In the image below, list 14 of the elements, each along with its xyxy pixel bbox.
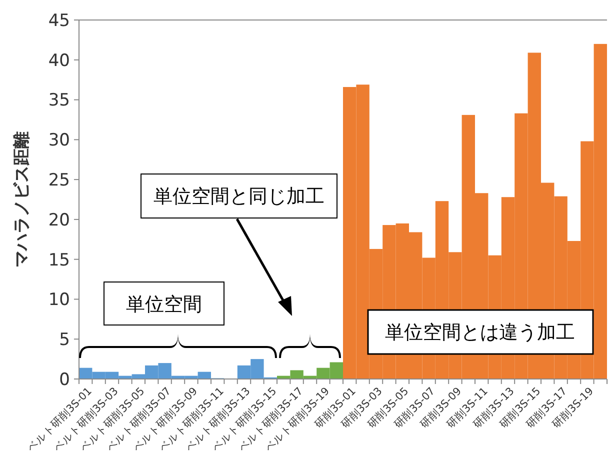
y-tick-label: 15	[48, 250, 70, 270]
y-tick-label: 10	[48, 290, 70, 310]
y-tick-label: 30	[48, 130, 70, 151]
y-tick-label: 0	[59, 370, 70, 390]
annotation: 単位空間	[126, 294, 202, 316]
y-axis-title: マハラノビス距離	[12, 132, 32, 268]
annotation: 単位空間と同じ加工	[154, 186, 324, 208]
y-tick-label: 5	[59, 330, 70, 350]
y-tick-label: 35	[48, 90, 70, 111]
y-tick-label: 40	[48, 50, 70, 71]
y-tick-label: 45	[48, 10, 70, 31]
y-tick-label: 25	[48, 170, 70, 191]
annotation: 単位空間とは違う加工	[385, 322, 575, 344]
y-tick-label: 20	[48, 210, 70, 230]
